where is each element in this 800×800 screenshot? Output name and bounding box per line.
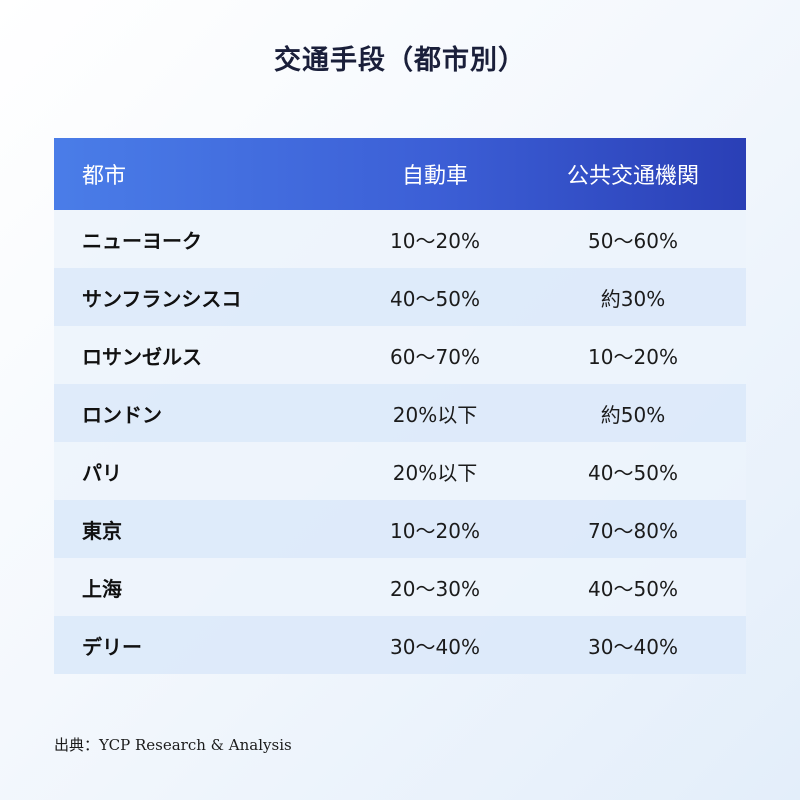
public-transport-cell: 約50% — [600, 402, 666, 427]
city-cell: 東京 — [82, 518, 122, 543]
table-row: パリ 20%以下 40〜50% — [54, 442, 746, 500]
table-header: 都市 自動車 公共交通機関 — [54, 138, 746, 210]
table-row: デリー 30〜40% 30〜40% — [54, 616, 746, 674]
table-row: ニューヨーク 10〜20% 50〜60% — [54, 210, 746, 268]
public-transport-cell: 50〜60% — [588, 228, 678, 253]
header-car: 自動車 — [401, 164, 468, 189]
city-cell: 上海 — [82, 576, 122, 601]
car-cell: 10〜20% — [390, 228, 480, 253]
car-cell: 60〜70% — [390, 344, 480, 369]
city-cell: パリ — [82, 460, 122, 485]
car-cell: 20〜30% — [390, 576, 480, 601]
city-cell: ニューヨーク — [82, 228, 202, 253]
table-row: ロサンゼルス 60〜70% 10〜20% — [54, 326, 746, 384]
car-cell: 20%以下 — [392, 460, 478, 485]
public-transport-cell: 70〜80% — [588, 518, 678, 543]
transport-table: 都市 自動車 公共交通機関 ニューヨーク 10〜20% 50〜60% サンフラン… — [54, 138, 746, 674]
page-title: 交通手段（都市別） — [274, 45, 526, 76]
car-cell: 30〜40% — [390, 634, 480, 659]
source-note: 出典：YCP Research & Analysis — [54, 736, 292, 754]
car-cell: 20%以下 — [392, 402, 478, 427]
city-cell: デリー — [82, 634, 142, 659]
city-cell: サンフランシスコ — [82, 286, 242, 311]
city-cell: ロンドン — [82, 402, 162, 427]
public-transport-cell: 40〜50% — [588, 576, 678, 601]
car-cell: 10〜20% — [390, 518, 480, 543]
city-cell: ロサンゼルス — [82, 344, 202, 369]
public-transport-cell: 40〜50% — [588, 460, 678, 485]
public-transport-cell: 約30% — [600, 286, 666, 311]
header-city: 都市 — [82, 164, 127, 189]
table-row: 上海 20〜30% 40〜50% — [54, 558, 746, 616]
table-row: 東京 10〜20% 70〜80% — [54, 500, 746, 558]
table-row: サンフランシスコ 40〜50% 約30% — [54, 268, 746, 326]
public-transport-cell: 30〜40% — [588, 634, 678, 659]
table-row: ロンドン 20%以下 約50% — [54, 384, 746, 442]
public-transport-cell: 10〜20% — [588, 344, 678, 369]
car-cell: 40〜50% — [390, 286, 480, 311]
header-public-transport: 公共交通機関 — [566, 164, 699, 189]
